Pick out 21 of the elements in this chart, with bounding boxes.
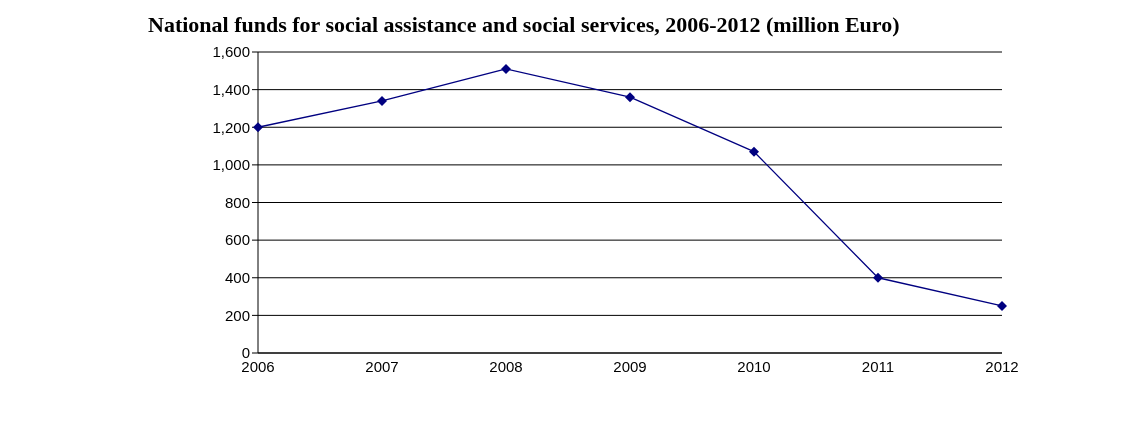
y-tick-label: 800 [224, 193, 250, 211]
y-tick-label: 1,400 [212, 80, 250, 98]
y-tick-label: 1,600 [212, 43, 250, 61]
x-tick-label: 2012 [985, 357, 1019, 375]
y-tick-label: 1,000 [212, 156, 250, 174]
point [377, 95, 387, 106]
x-tick-label: 2008 [489, 357, 523, 375]
y-tick-label: 400 [224, 269, 250, 287]
y-tick-label: 600 [224, 231, 250, 249]
x-tick-label: 2007 [365, 357, 399, 375]
y-tick-label: 200 [224, 306, 250, 324]
x-tick-label: 2011 [861, 357, 895, 375]
point [997, 300, 1007, 311]
x-tick-label: 2009 [613, 357, 647, 375]
x-tick-label: 2010 [737, 357, 771, 375]
y-tick-label: 1,200 [212, 118, 250, 136]
point [501, 63, 511, 74]
chart-title: National funds for social assistance and social services, 2006-2012 (million Euro) [147, 11, 901, 39]
point [625, 92, 635, 103]
point [873, 272, 883, 283]
point [749, 146, 759, 157]
